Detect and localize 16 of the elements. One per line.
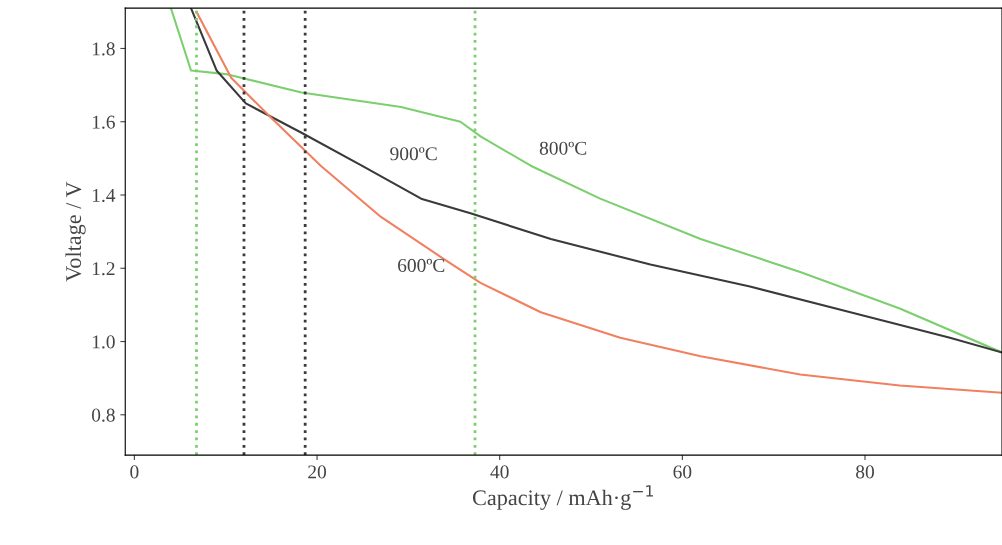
y-axis-title: Voltage / V bbox=[65, 181, 86, 282]
x-axis-title: Capacity / mAh·g$^{−1}$ bbox=[472, 485, 653, 510]
x-tick-label: 0 bbox=[130, 465, 139, 479]
y-tick-label: 1.8 bbox=[92, 42, 115, 56]
x-tick-label: 60 bbox=[673, 465, 692, 479]
y-tick-label: 0.8 bbox=[91, 408, 115, 422]
x-tick-label: 20 bbox=[308, 465, 327, 479]
y-tick-label: 1.0 bbox=[92, 335, 115, 349]
series-label: 600ºC bbox=[398, 258, 445, 272]
y-tick-label: 1.6 bbox=[92, 115, 115, 129]
y-tick-label: 1.2 bbox=[92, 262, 115, 276]
y-tick-label: 1.4 bbox=[92, 188, 116, 203]
series-label: 900ºC bbox=[390, 147, 437, 161]
series-label: 800ºC bbox=[539, 141, 587, 155]
x-tick-label: 40 bbox=[490, 465, 509, 479]
x-tick-label: 80 bbox=[856, 465, 874, 479]
